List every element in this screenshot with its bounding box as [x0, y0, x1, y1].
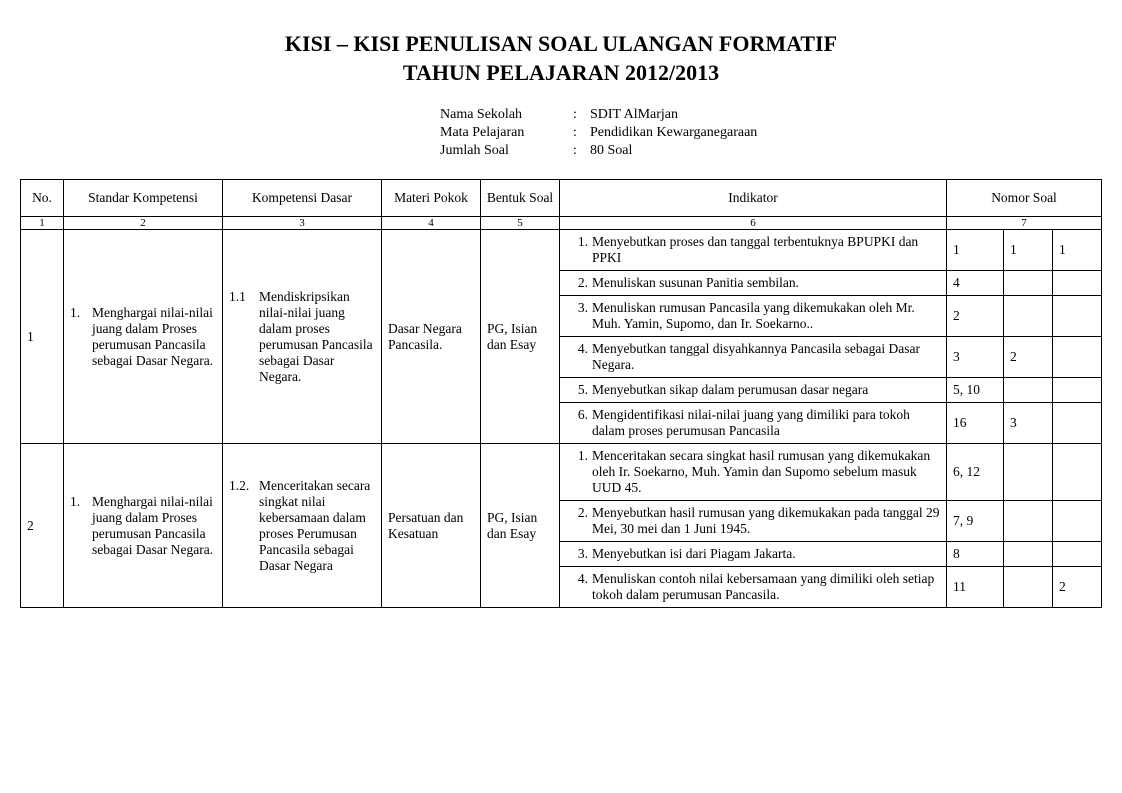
cell-nomor-soal — [1053, 403, 1102, 444]
cell-nomor-soal — [1053, 296, 1102, 337]
cell-indikator: 5.Menyebutkan sikap dalam perumusan dasa… — [560, 378, 947, 403]
colnum: 4 — [382, 217, 481, 230]
cell-indikator: 4.Menyebutkan tanggal disyahkannya Panca… — [560, 337, 947, 378]
cell-standar-kompetensi: 1.Menghargai nilai-nilai juang dalam Pro… — [64, 444, 223, 608]
cell-indikator: 2.Menyebutkan hasil rumusan yang dikemuk… — [560, 501, 947, 542]
cell-indikator: 3.Menuliskan rumusan Pancasila yang dike… — [560, 296, 947, 337]
cell-nomor-soal: 1 — [947, 230, 1004, 271]
cell-no: 1 — [21, 230, 64, 444]
cell-indikator: 1.Menceritakan secara singkat hasil rumu… — [560, 444, 947, 501]
colnum: 1 — [21, 217, 64, 230]
cell-bentuk-soal: PG, Isian dan Esay — [481, 444, 560, 608]
th-sk: Standar Kompetensi — [64, 180, 223, 217]
colnum: 6 — [560, 217, 947, 230]
cell-nomor-soal — [1004, 271, 1053, 296]
main-table: No. Standar Kompetensi Kompetensi Dasar … — [20, 179, 1102, 608]
th-kd: Kompetensi Dasar — [223, 180, 382, 217]
meta-value: Pendidikan Kewarganegaraan — [590, 125, 757, 141]
cell-nomor-soal: 3 — [1004, 403, 1053, 444]
table-row: 11.Menghargai nilai-nilai juang dalam Pr… — [21, 230, 1102, 271]
meta-row-school: Nama Sekolah : SDIT AlMarjan — [440, 107, 1102, 123]
cell-bentuk-soal: PG, Isian dan Esay — [481, 230, 560, 444]
cell-nomor-soal — [1004, 567, 1053, 608]
cell-nomor-soal: 2 — [1004, 337, 1053, 378]
document-title: KISI – KISI PENULISAN SOAL ULANGAN FORMA… — [20, 30, 1102, 87]
title-line-2: TAHUN PELAJARAN 2012/2013 — [20, 59, 1102, 88]
cell-nomor-soal: 2 — [947, 296, 1004, 337]
meta-row-count: Jumlah Soal : 80 Soal — [440, 143, 1102, 159]
meta-colon: : — [560, 125, 590, 141]
cell-kompetensi-dasar: 1.1Mendiskripsikan nilai-nilai juang dal… — [223, 230, 382, 444]
cell-indikator: 4.Menuliskan contoh nilai kebersamaan ya… — [560, 567, 947, 608]
cell-nomor-soal: 3 — [947, 337, 1004, 378]
cell-nomor-soal: 4 — [947, 271, 1004, 296]
colnum: 7 — [947, 217, 1102, 230]
cell-indikator: 2.Menuliskan susunan Panitia sembilan. — [560, 271, 947, 296]
meta-colon: : — [560, 107, 590, 123]
header-row: No. Standar Kompetensi Kompetensi Dasar … — [21, 180, 1102, 217]
meta-label: Mata Pelajaran — [440, 125, 560, 141]
cell-nomor-soal: 2 — [1053, 567, 1102, 608]
cell-nomor-soal: 7, 9 — [947, 501, 1004, 542]
meta-colon: : — [560, 143, 590, 159]
cell-indikator: 3.Menyebutkan isi dari Piagam Jakarta. — [560, 542, 947, 567]
colnum: 2 — [64, 217, 223, 230]
cell-nomor-soal — [1053, 271, 1102, 296]
cell-nomor-soal — [1053, 542, 1102, 567]
table-body: 11.Menghargai nilai-nilai juang dalam Pr… — [21, 230, 1102, 608]
cell-materi-pokok: Dasar Negara Pancasila. — [382, 230, 481, 444]
meta-value: SDIT AlMarjan — [590, 107, 678, 123]
cell-nomor-soal — [1004, 542, 1053, 567]
cell-indikator: 1.Menyebutkan proses dan tanggal terbent… — [560, 230, 947, 271]
th-mp: Materi Pokok — [382, 180, 481, 217]
th-no: No. — [21, 180, 64, 217]
cell-standar-kompetensi: 1.Menghargai nilai-nilai juang dalam Pro… — [64, 230, 223, 444]
cell-nomor-soal: 1 — [1053, 230, 1102, 271]
cell-nomor-soal: 11 — [947, 567, 1004, 608]
cell-nomor-soal — [1053, 444, 1102, 501]
cell-indikator: 6.Mengidentifikasi nilai-nilai juang yan… — [560, 403, 947, 444]
cell-nomor-soal: 1 — [1004, 230, 1053, 271]
meta-label: Nama Sekolah — [440, 107, 560, 123]
meta-block: Nama Sekolah : SDIT AlMarjan Mata Pelaja… — [440, 107, 1102, 159]
cell-nomor-soal — [1004, 444, 1053, 501]
th-ns: Nomor Soal — [947, 180, 1102, 217]
meta-label: Jumlah Soal — [440, 143, 560, 159]
meta-row-subject: Mata Pelajaran : Pendidikan Kewarganegar… — [440, 125, 1102, 141]
colnum: 5 — [481, 217, 560, 230]
th-bs: Bentuk Soal — [481, 180, 560, 217]
colnum-row: 1 2 3 4 5 6 7 — [21, 217, 1102, 230]
cell-nomor-soal: 6, 12 — [947, 444, 1004, 501]
title-line-1: KISI – KISI PENULISAN SOAL ULANGAN FORMA… — [20, 30, 1102, 59]
table-row: 21.Menghargai nilai-nilai juang dalam Pr… — [21, 444, 1102, 501]
cell-nomor-soal — [1053, 337, 1102, 378]
cell-nomor-soal: 8 — [947, 542, 1004, 567]
meta-value: 80 Soal — [590, 143, 632, 159]
cell-nomor-soal — [1053, 378, 1102, 403]
cell-no: 2 — [21, 444, 64, 608]
cell-nomor-soal — [1053, 501, 1102, 542]
cell-nomor-soal — [1004, 501, 1053, 542]
cell-nomor-soal — [1004, 378, 1053, 403]
cell-nomor-soal — [1004, 296, 1053, 337]
cell-kompetensi-dasar: 1.2.Menceritakan secara singkat nilai ke… — [223, 444, 382, 608]
cell-nomor-soal: 16 — [947, 403, 1004, 444]
colnum: 3 — [223, 217, 382, 230]
th-ind: Indikator — [560, 180, 947, 217]
cell-materi-pokok: Persatuan dan Kesatuan — [382, 444, 481, 608]
cell-nomor-soal: 5, 10 — [947, 378, 1004, 403]
